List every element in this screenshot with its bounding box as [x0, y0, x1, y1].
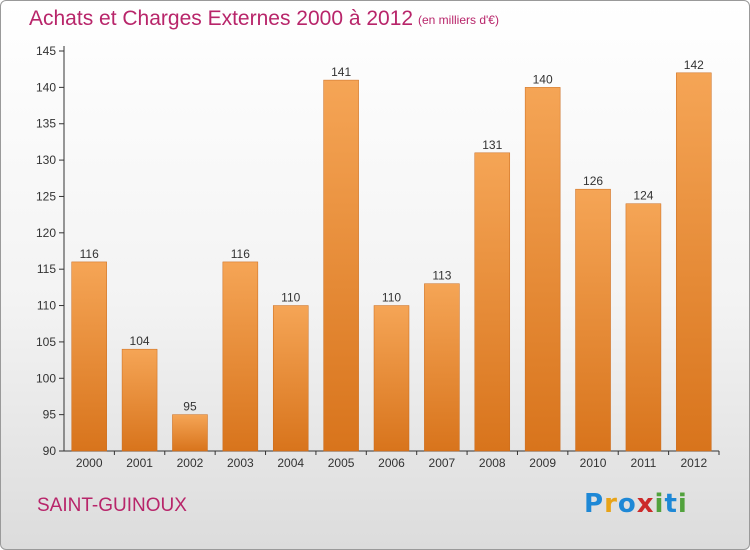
bar [222, 261, 259, 452]
data-label: 104 [130, 334, 150, 348]
y-tick-label: 115 [37, 262, 56, 276]
bar [424, 283, 460, 452]
x-tick-label: 2006 [378, 456, 405, 470]
x-tick-label: 2008 [479, 456, 506, 470]
bar [373, 305, 410, 452]
x-tick-label: 2010 [580, 456, 607, 470]
bar [272, 305, 309, 452]
y-tick-label: 145 [36, 44, 56, 58]
bar [676, 72, 712, 452]
data-label: 140 [533, 72, 553, 86]
data-label: 124 [633, 189, 653, 203]
bar [323, 79, 359, 452]
data-label: 110 [382, 291, 401, 305]
data-label: 126 [583, 174, 603, 188]
proxiti-logo: Proxiti [584, 489, 688, 519]
logo-letter: P [584, 489, 605, 519]
y-tick-label: 105 [36, 335, 56, 349]
y-tick-label: 90 [43, 444, 57, 458]
x-tick-label: 2000 [76, 456, 103, 470]
bar [71, 261, 107, 452]
y-tick-label: 140 [36, 80, 56, 94]
chart-unit: (en milliers d'€) [418, 13, 499, 27]
logo-letter: i [677, 489, 688, 519]
bar [121, 348, 158, 452]
bar [474, 152, 511, 452]
bar [625, 203, 662, 452]
data-label: 116 [80, 247, 99, 261]
chart-bars [71, 72, 712, 452]
x-tick-label: 2001 [126, 456, 153, 470]
data-label: 131 [482, 138, 502, 152]
logo-letter: o [617, 489, 637, 519]
bar [172, 414, 208, 452]
logo-letter: x [636, 489, 655, 519]
x-tick-label: 2012 [680, 456, 707, 470]
x-tick-label: 2011 [631, 456, 657, 470]
y-tick-label: 110 [37, 299, 56, 313]
y-tick-label: 135 [36, 117, 56, 131]
data-label: 110 [281, 291, 300, 305]
y-tick-label: 95 [43, 408, 57, 422]
data-label: 95 [183, 400, 197, 414]
bar [524, 87, 561, 452]
y-tick-label: 125 [36, 189, 56, 203]
logo-letter: i [654, 489, 665, 519]
chart-title: Achats et Charges Externes 2000 à 2012 [29, 7, 414, 30]
bar [575, 188, 611, 452]
x-tick-label: 2003 [227, 456, 254, 470]
x-tick-label: 2007 [429, 456, 456, 470]
x-tick-label: 2005 [328, 456, 355, 470]
x-tick-label: 2004 [277, 456, 304, 470]
y-tick-label: 120 [36, 226, 56, 240]
logo-letter: r [604, 489, 618, 519]
data-label: 142 [684, 58, 704, 72]
x-tick-label: 2002 [177, 456, 204, 470]
data-label: 113 [432, 269, 451, 283]
commune-name: SAINT-GUINOUX [37, 495, 187, 516]
y-tick-label: 130 [36, 153, 56, 167]
x-tick-label: 2009 [529, 456, 556, 470]
data-label: 141 [331, 65, 351, 79]
logo-letter: t [664, 489, 678, 519]
y-tick-label: 100 [36, 371, 56, 385]
data-label: 116 [231, 247, 250, 261]
chart-data-labels: 116 104 95 116 110 141 110 113 131 140 126 124 142 [80, 58, 705, 414]
